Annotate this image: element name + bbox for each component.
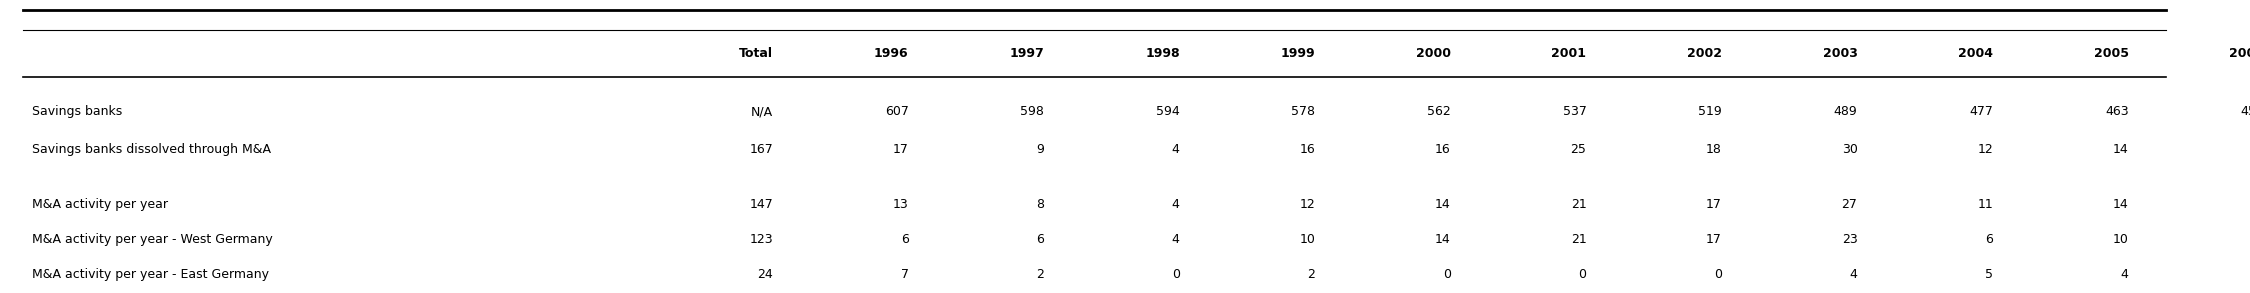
Text: 17: 17 <box>893 143 909 156</box>
Text: 9: 9 <box>1037 143 1044 156</box>
Text: 167: 167 <box>749 143 774 156</box>
Text: 489: 489 <box>1834 105 1858 118</box>
Text: 123: 123 <box>749 233 774 246</box>
Text: 16: 16 <box>1300 143 1316 156</box>
Text: 594: 594 <box>1156 105 1179 118</box>
Text: 24: 24 <box>758 268 774 281</box>
Text: 0: 0 <box>1442 268 1451 281</box>
Text: Savings banks: Savings banks <box>32 105 122 118</box>
Text: 2000: 2000 <box>1415 47 1451 60</box>
Text: 12: 12 <box>1978 143 1994 156</box>
Text: 562: 562 <box>1426 105 1451 118</box>
Text: 8: 8 <box>1037 198 1044 211</box>
Text: 477: 477 <box>1969 105 1994 118</box>
Text: 14: 14 <box>2113 143 2128 156</box>
Text: 27: 27 <box>1840 198 1858 211</box>
Text: 537: 537 <box>1562 105 1586 118</box>
Text: 2003: 2003 <box>1823 47 1858 60</box>
Text: 0: 0 <box>1714 268 1721 281</box>
Text: 17: 17 <box>1706 198 1721 211</box>
Text: 2006: 2006 <box>2230 47 2250 60</box>
Text: 12: 12 <box>1300 198 1316 211</box>
Text: 14: 14 <box>1436 198 1451 211</box>
Text: 18: 18 <box>1706 143 1721 156</box>
Text: 10: 10 <box>2113 233 2128 246</box>
Text: 2: 2 <box>1037 268 1044 281</box>
Text: N/A: N/A <box>752 105 774 118</box>
Text: 1999: 1999 <box>1280 47 1316 60</box>
Text: M&A activity per year - East Germany: M&A activity per year - East Germany <box>32 268 270 281</box>
Text: 2: 2 <box>1307 268 1316 281</box>
Text: 519: 519 <box>1699 105 1721 118</box>
Text: 2005: 2005 <box>2092 47 2128 60</box>
Text: 2004: 2004 <box>1958 47 1994 60</box>
Text: 17: 17 <box>1706 233 1721 246</box>
Text: 607: 607 <box>884 105 909 118</box>
Text: 6: 6 <box>900 233 909 246</box>
Text: 30: 30 <box>1840 143 1858 156</box>
Text: M&A activity per year - West Germany: M&A activity per year - West Germany <box>32 233 272 246</box>
Text: 10: 10 <box>1300 233 1316 246</box>
Text: 11: 11 <box>1978 198 1994 211</box>
Text: 1996: 1996 <box>873 47 909 60</box>
Text: 13: 13 <box>893 198 909 211</box>
Text: 0: 0 <box>1580 268 1586 281</box>
Text: 14: 14 <box>2113 198 2128 211</box>
Text: Total: Total <box>738 47 774 60</box>
Text: 147: 147 <box>749 198 774 211</box>
Text: 25: 25 <box>1570 143 1586 156</box>
Text: 6: 6 <box>1984 233 1994 246</box>
Text: 23: 23 <box>1843 233 1858 246</box>
Text: 1997: 1997 <box>1010 47 1044 60</box>
Text: 457: 457 <box>2241 105 2250 118</box>
Text: 463: 463 <box>2106 105 2128 118</box>
Text: 1998: 1998 <box>1145 47 1179 60</box>
Text: M&A activity per year: M&A activity per year <box>32 198 169 211</box>
Text: 6: 6 <box>1037 233 1044 246</box>
Text: 2001: 2001 <box>1552 47 1586 60</box>
Text: 14: 14 <box>1436 233 1451 246</box>
Text: 5: 5 <box>1984 268 1994 281</box>
Text: 578: 578 <box>1292 105 1316 118</box>
Text: 2002: 2002 <box>1688 47 1721 60</box>
Text: Savings banks dissolved through M&A: Savings banks dissolved through M&A <box>32 143 270 156</box>
Text: 4: 4 <box>1172 233 1179 246</box>
Text: 0: 0 <box>1172 268 1179 281</box>
Text: 4: 4 <box>1172 198 1179 211</box>
Text: 4: 4 <box>2122 268 2128 281</box>
Text: 4: 4 <box>1172 143 1179 156</box>
Text: 598: 598 <box>1019 105 1044 118</box>
Text: 21: 21 <box>1570 233 1586 246</box>
Text: 4: 4 <box>1850 268 1858 281</box>
Text: 21: 21 <box>1570 198 1586 211</box>
Text: 7: 7 <box>900 268 909 281</box>
Text: 16: 16 <box>1436 143 1451 156</box>
